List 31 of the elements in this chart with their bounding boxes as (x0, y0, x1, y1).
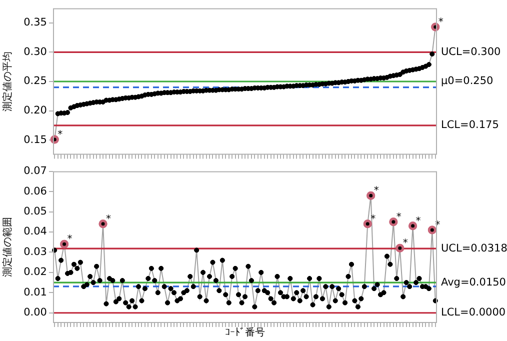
y-tick-label: 0.25 (24, 75, 47, 88)
y-tick-label: 0.04 (24, 226, 48, 238)
ref-line-label: LCL=0.175 (441, 119, 499, 132)
data-label: * (438, 17, 444, 28)
y-tick-label: 0.30 (24, 46, 47, 58)
data-label: * (106, 214, 112, 225)
x-axis-title: ｺｰﾄﾞ番号 (225, 326, 265, 339)
data-label: * (416, 216, 421, 227)
data-label: * (396, 212, 402, 223)
data-label: * (402, 238, 408, 250)
ref-line-label: Avg=0.0150 (441, 276, 506, 288)
y-tick-label: 0.15 (24, 134, 47, 146)
y-tick-label: 0.03 (24, 246, 47, 258)
y-tick-label: 0.01 (24, 286, 47, 298)
ref-line-label: UCL=0.300 (441, 46, 501, 58)
data-label: * (67, 234, 72, 246)
y-tick-label: 0.07 (24, 165, 47, 178)
data-label: * (58, 129, 63, 140)
data-label: * (370, 214, 376, 225)
y-axis-title: 測定値の平均 (2, 52, 14, 112)
y-tick-label: 0.06 (24, 185, 48, 198)
y-tick-label: 0.00 (24, 306, 47, 319)
y-tick-label: 0.20 (24, 104, 47, 117)
y-tick-label: 0.35 (24, 16, 47, 29)
ref-line-label: μ0=0.250 (441, 75, 494, 88)
ref-line-label: LCL=0.0000 (441, 306, 506, 319)
data-label: * (374, 186, 379, 197)
y-axis-title: 測定値の範囲 (2, 217, 14, 278)
ref-line-label: UCL=0.0318 (441, 242, 507, 254)
y-tick-label: 0.05 (24, 205, 47, 218)
y-tick-label: 0.02 (24, 266, 47, 278)
